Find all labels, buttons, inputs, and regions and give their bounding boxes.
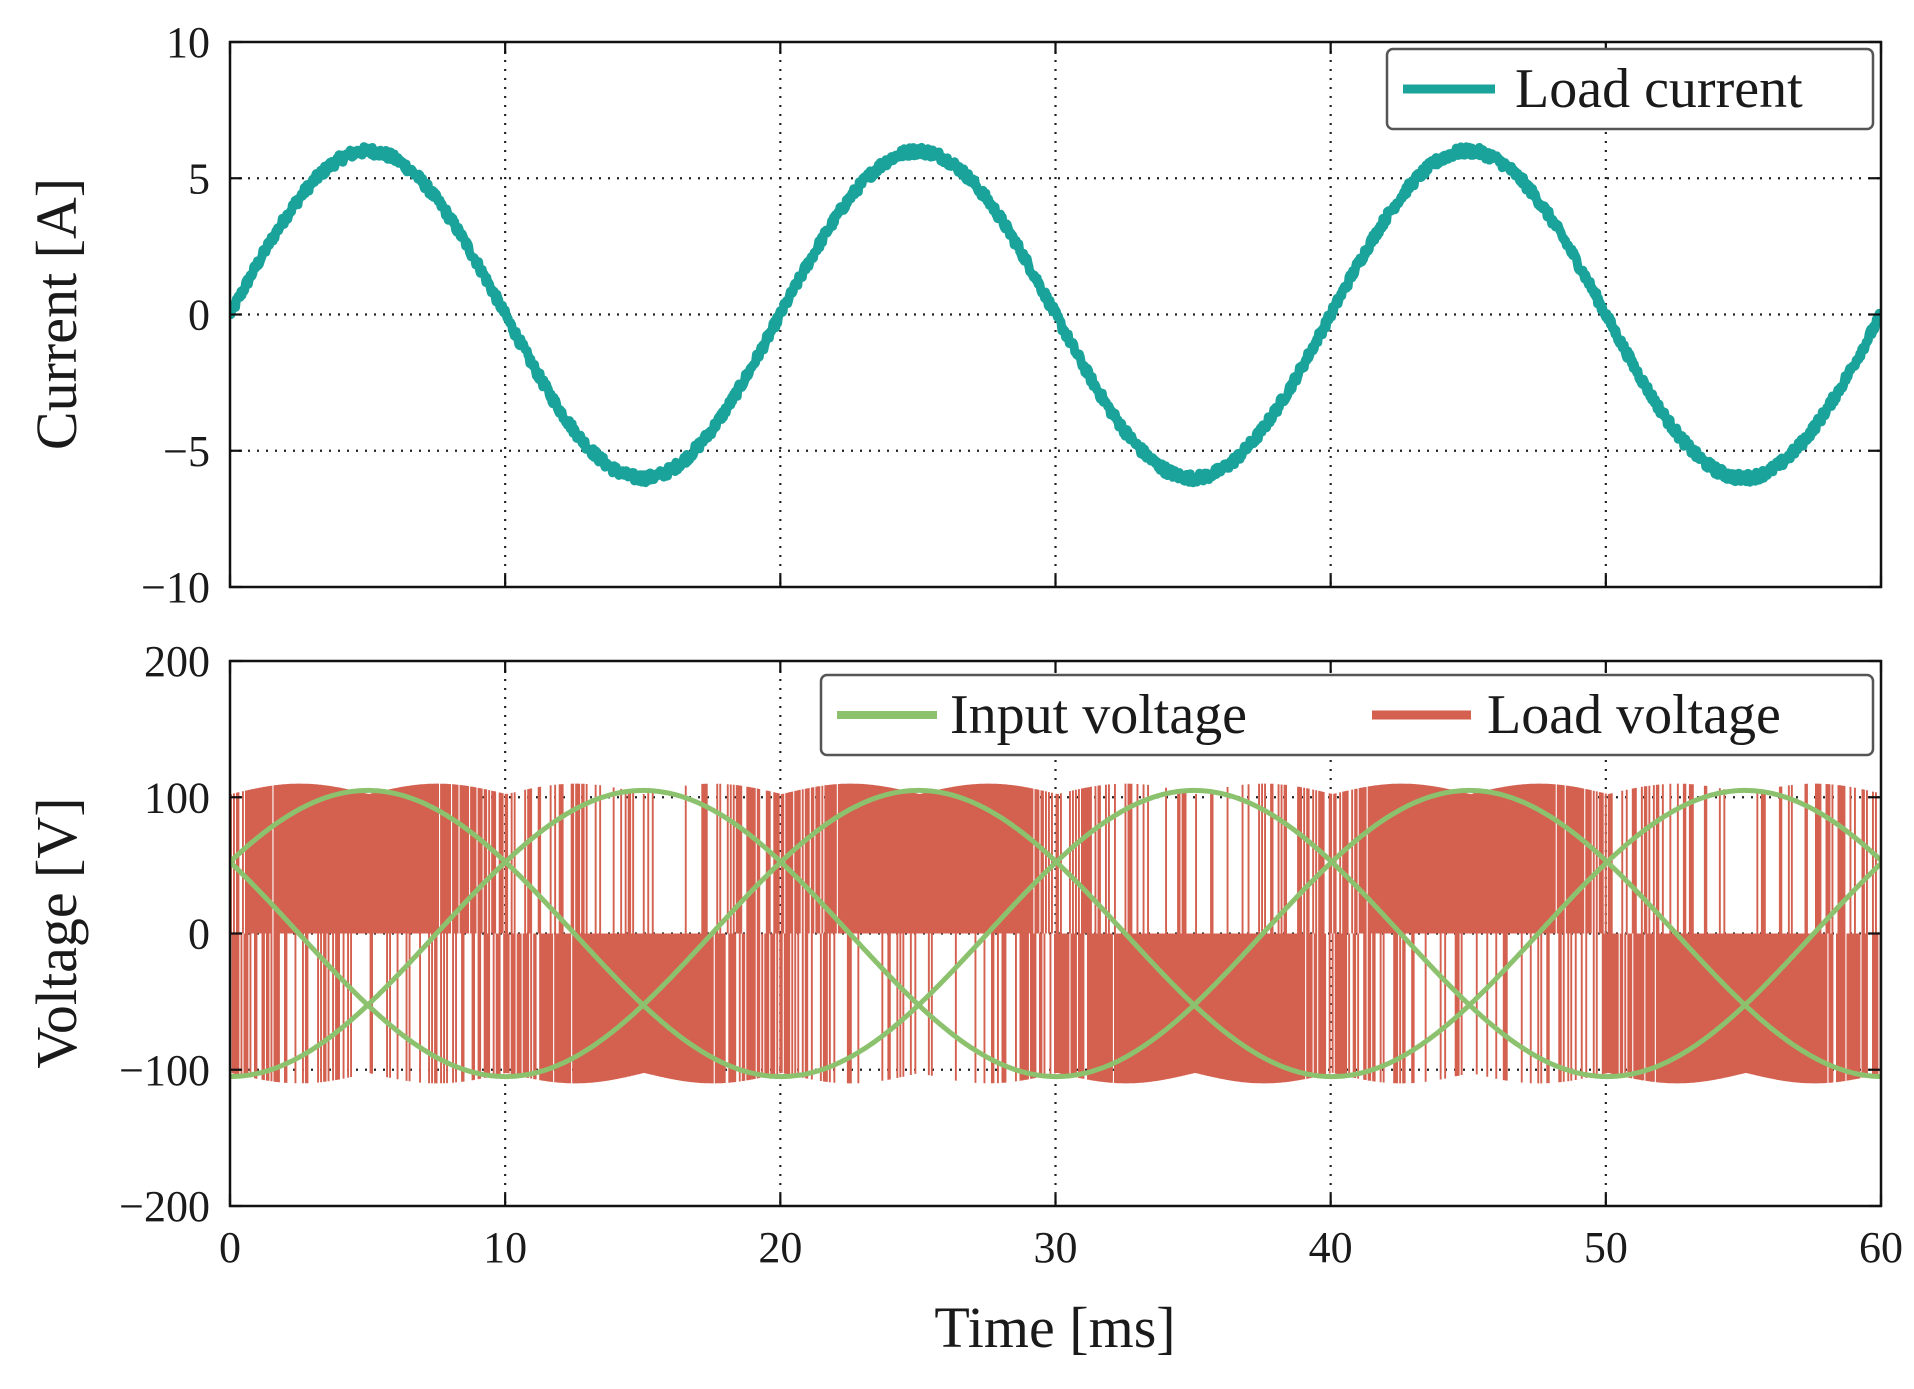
x-tick-label: 60 [1859, 1223, 1903, 1272]
x-tick-label: 20 [758, 1223, 802, 1272]
y-tick-label: 0 [188, 910, 210, 959]
legend-label-input-voltage: Input voltage [950, 684, 1247, 746]
x-tick-label: 10 [483, 1223, 527, 1272]
input-voltage-phase-3 [230, 787, 1881, 1080]
current-legend-box [1385, 47, 1875, 131]
y-tick-label: 0 [188, 291, 210, 340]
y-tick-label: 200 [144, 637, 210, 686]
x-tick-label: 30 [1034, 1223, 1078, 1272]
voltage-legend: Input voltage Load voltage [819, 673, 1875, 757]
current-gridlines [230, 42, 1881, 587]
current-panel: 10 5 0 −5 −10 Current [A] Load current [24, 18, 1883, 612]
voltage-series-area [230, 783, 1881, 1084]
current-y-ticks: 10 5 0 −5 −10 [141, 18, 1883, 612]
voltage-y-axis-label: Voltage [V] [24, 797, 89, 1068]
legend-label-load-voltage: Load voltage [1487, 684, 1781, 746]
load-voltage-positive-pulses [230, 783, 1877, 934]
y-tick-label: −10 [141, 563, 210, 612]
time-x-axis-label: Time [ms] [934, 1295, 1175, 1360]
x-tick-label: 50 [1584, 1223, 1628, 1272]
x-tick-label: 0 [219, 1223, 241, 1272]
load-voltage-negative-pulses [231, 933, 1881, 1084]
y-tick-label: −5 [163, 427, 210, 476]
legend-label-load-current: Load current [1515, 58, 1803, 120]
y-tick-label: 100 [144, 773, 210, 822]
y-tick-label: 10 [166, 18, 210, 67]
voltage-legend-box [819, 673, 1875, 757]
y-tick-label: −200 [119, 1182, 210, 1231]
load-current-line [230, 142, 1881, 488]
current-legend: Load current [1385, 47, 1875, 131]
x-tick-label: 40 [1309, 1223, 1353, 1272]
y-tick-label: 5 [188, 154, 210, 203]
current-series-area [230, 142, 1881, 488]
y-tick-label: −100 [119, 1046, 210, 1095]
current-y-axis-label: Current [A] [24, 178, 89, 450]
